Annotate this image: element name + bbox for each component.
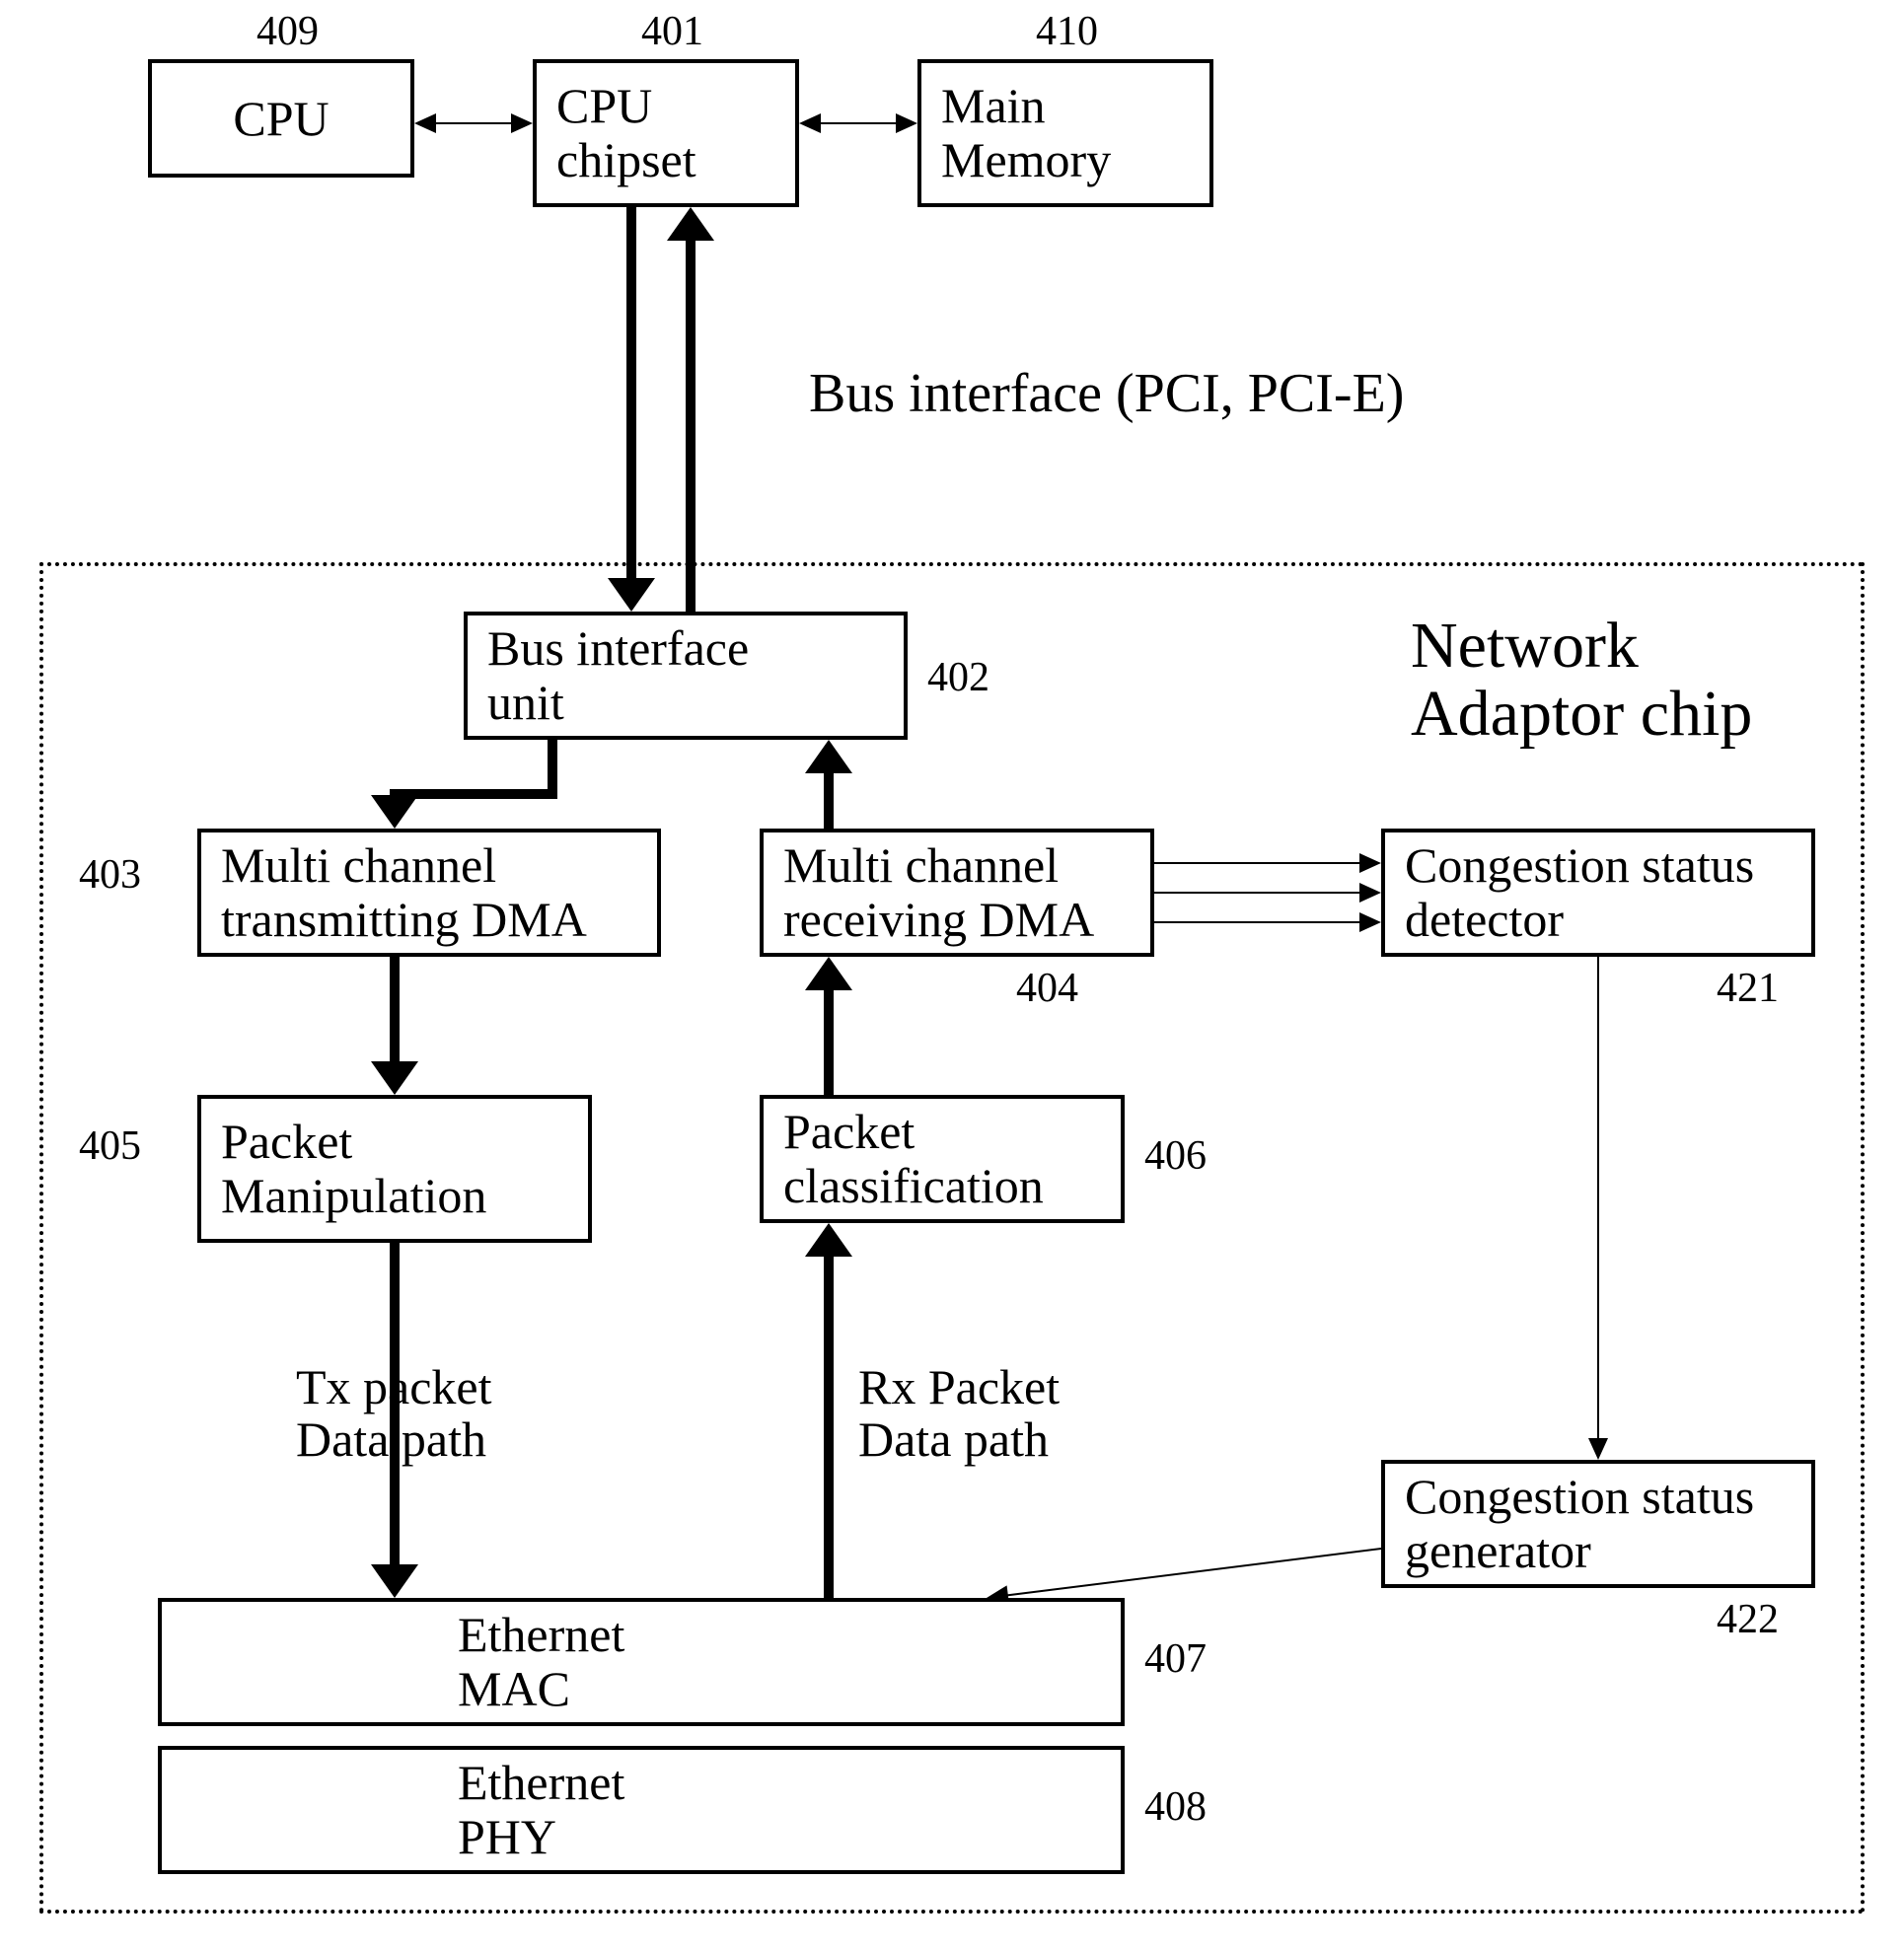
refnum-mac: 407 xyxy=(1144,1637,1207,1681)
node-det-label: Congestion status detector xyxy=(1405,838,1754,947)
node-det: Congestion status detector xyxy=(1381,829,1815,957)
label-txpath: Tx packet Data path xyxy=(296,1361,492,1465)
node-chip-label: CPU chipset xyxy=(556,79,696,187)
node-pman-label: Packet Manipulation xyxy=(221,1115,486,1223)
node-phy-label: Ethernet PHY xyxy=(458,1756,624,1864)
label-rxpath: Rx Packet Data path xyxy=(858,1361,1060,1465)
refnum-pman: 405 xyxy=(79,1124,141,1168)
node-mac-label: Ethernet MAC xyxy=(458,1608,624,1716)
node-pcls-label: Packet classification xyxy=(783,1105,1044,1213)
refnum-mem: 410 xyxy=(1036,10,1098,53)
refnum-chip: 401 xyxy=(641,10,703,53)
refnum-gen: 422 xyxy=(1717,1598,1779,1641)
refnum-rxdma: 404 xyxy=(1016,967,1078,1010)
node-phy: Ethernet PHY xyxy=(158,1746,1125,1874)
refnum-txdma: 403 xyxy=(79,853,141,897)
node-bif: Bus interface unit xyxy=(464,612,908,740)
refnum-bif: 402 xyxy=(927,656,989,699)
refnum-det: 421 xyxy=(1717,967,1779,1010)
node-chip: CPU chipset xyxy=(533,59,799,207)
node-pman: Packet Manipulation xyxy=(197,1095,592,1243)
node-rxdma: Multi channel receiving DMA xyxy=(760,829,1154,957)
refnum-phy: 408 xyxy=(1144,1785,1207,1829)
node-cpu-label: CPU xyxy=(233,92,329,146)
label-chiptitle: Network Adaptor chip xyxy=(1411,612,1752,749)
node-txdma-label: Multi channel transmitting DMA xyxy=(221,838,587,947)
diagram-canvas: CPU 409 CPU chipset 401 Main Memory 410 Bus in… xyxy=(0,0,1904,1953)
node-rxdma-label: Multi channel receiving DMA xyxy=(783,838,1094,947)
label-bus: Bus interface (PCI, PCI-E) xyxy=(809,365,1404,423)
node-gen-label: Congestion status generator xyxy=(1405,1470,1754,1578)
node-mem: Main Memory xyxy=(917,59,1213,207)
refnum-pcls: 406 xyxy=(1144,1134,1207,1178)
node-bif-label: Bus interface unit xyxy=(487,621,749,730)
node-mem-label: Main Memory xyxy=(941,79,1111,187)
refnum-cpu: 409 xyxy=(256,10,319,53)
node-txdma: Multi channel transmitting DMA xyxy=(197,829,661,957)
node-cpu: CPU xyxy=(148,59,414,178)
node-mac: Ethernet MAC xyxy=(158,1598,1125,1726)
node-pcls: Packet classification xyxy=(760,1095,1125,1223)
node-gen: Congestion status generator xyxy=(1381,1460,1815,1588)
